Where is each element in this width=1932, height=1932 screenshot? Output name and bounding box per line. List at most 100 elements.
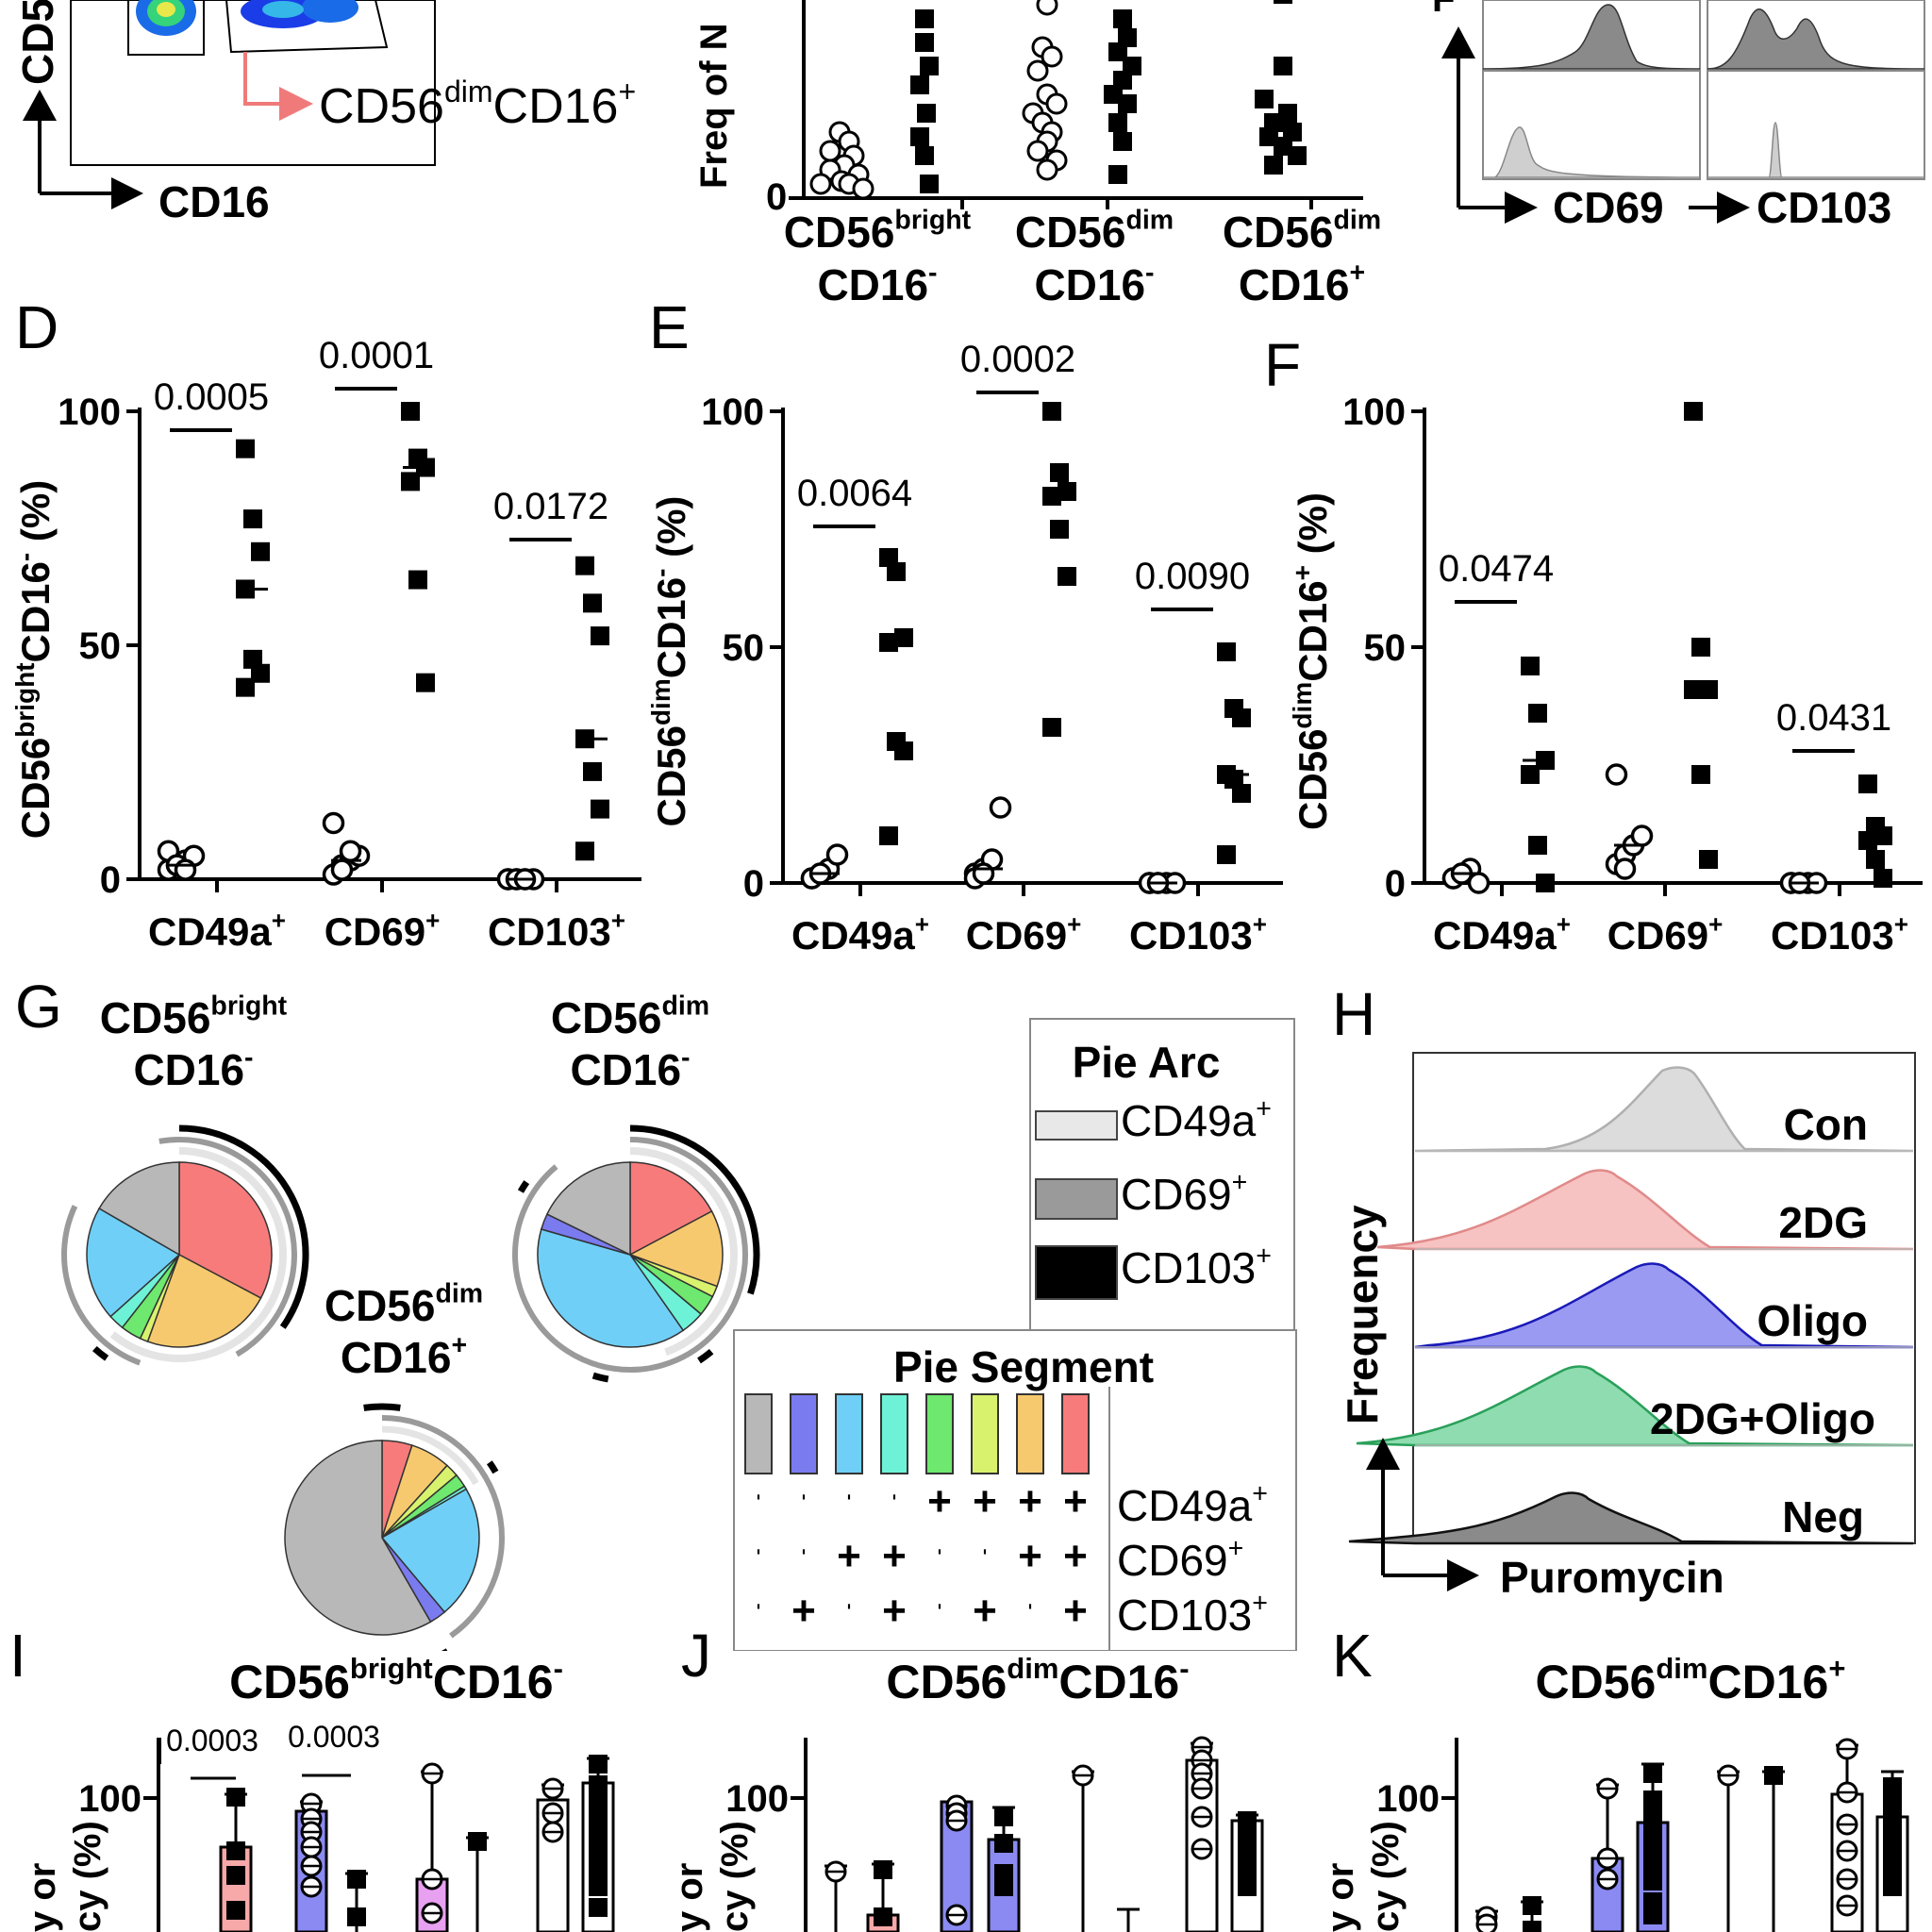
filled-square-point: [1643, 1855, 1662, 1874]
x-axis-label: Puromycin: [1500, 1553, 1724, 1602]
gate-arrow: [243, 52, 283, 106]
x-tick-label: CD103+: [488, 906, 625, 954]
filled-square-point: [408, 570, 427, 590]
sign-mark: +: [1063, 1588, 1088, 1634]
category-label-line2: CD16+: [1239, 258, 1365, 309]
filled-square-point: [1108, 165, 1127, 184]
pie-title-line1: CD56dim: [551, 991, 709, 1042]
x-axis-label-cd103: CD103: [1757, 183, 1891, 232]
y-axis-label: CD56dimCD16+ (%): [1292, 492, 1335, 830]
filled-square-point: [401, 472, 420, 491]
y-tick-label: 100: [58, 391, 121, 433]
pie-arc: [591, 1372, 609, 1383]
open-circle-point: [1045, 92, 1068, 115]
x-axis-label: CD16: [158, 177, 270, 226]
histogram-curve: [1356, 1365, 1914, 1447]
pie-slice: [146, 1253, 262, 1348]
panel-title: CD56dimCD16+: [1536, 1652, 1846, 1708]
x-tick-label: CD49a+: [791, 909, 929, 958]
filled-square-point: [1113, 9, 1132, 28]
legend-swatch: [835, 1393, 863, 1474]
filled-square-point: [1883, 1858, 1902, 1877]
pie-chart: [61, 1124, 309, 1366]
y-tick-label: 100: [725, 1778, 789, 1820]
filled-square-point: [1858, 831, 1877, 850]
filled-square-point: [589, 1898, 608, 1917]
filled-square-point: [1118, 94, 1137, 113]
open-circle-point: [1036, 0, 1058, 16]
filled-square-point: [1643, 1790, 1662, 1809]
pie-arc: [92, 1345, 109, 1361]
category-label-line1: CD56dim: [1015, 206, 1174, 257]
p-value-label: 0.0002: [960, 339, 1075, 380]
filled-square-point: [1238, 1849, 1257, 1868]
filled-square-point: [226, 1788, 245, 1807]
flow-plot-frame: [70, 0, 436, 166]
filled-square-point: [1883, 1777, 1902, 1796]
density-gate-left: [127, 0, 205, 56]
y-axis-label: y or: [22, 1863, 63, 1932]
filled-square-point: [1699, 850, 1718, 869]
filled-square-point: [251, 541, 270, 561]
panel-letter-j: J: [681, 1622, 711, 1690]
sign-mark: +: [1063, 1478, 1088, 1524]
y-axis-label: cy (%): [714, 1821, 756, 1932]
pie-arc: [158, 1137, 297, 1357]
sign-mark: ˈ: [754, 1491, 763, 1522]
filled-square-point: [575, 841, 594, 861]
box: [987, 1838, 1021, 1932]
svg-text:CD56dimCD16+: CD56dimCD16+: [319, 75, 636, 134]
filled-square-point: [1113, 132, 1132, 151]
filled-square-point: [887, 562, 906, 581]
y-axis-label: CD56brightCD16- (%): [10, 480, 58, 839]
legend-label: CD69+: [1121, 1168, 1247, 1219]
pie-arc: [381, 1425, 479, 1486]
panel-d-scatter: 0 50 100 CD56brightCD16- (%) CD49a+ CD69+ CD10…: [10, 335, 641, 954]
filled-square-point: [1883, 1877, 1902, 1896]
y-axis-label: CD5: [13, 0, 62, 85]
filled-square-point: [1255, 90, 1274, 108]
legend-swatch: [744, 1393, 773, 1474]
legend-box: [733, 1329, 1297, 1651]
legend-swatch: [971, 1393, 999, 1474]
y-arrowhead: [1366, 1438, 1400, 1470]
panel-g-pies: CD56brightCD16-CD56dimCD16-CD56dimCD16+P…: [61, 991, 1297, 1651]
open-circle-point: [1613, 858, 1637, 880]
x-tick-label: CD103+: [1771, 909, 1908, 958]
pie-arc: [178, 1124, 309, 1329]
filled-square-point: [416, 673, 435, 692]
sign-mark: +: [927, 1478, 952, 1524]
filled-square-point: [917, 104, 936, 123]
p-value-label: 0.0005: [154, 376, 269, 418]
y-tick-label: 50: [1364, 627, 1407, 669]
filled-square-point: [1521, 765, 1540, 784]
panel-a-flow-plot: CD56dimCD16+ CD16 CD5: [13, 0, 636, 226]
pie-slice: [178, 1161, 273, 1300]
sign-mark: ˈ: [935, 1600, 944, 1631]
histogram-curve: [1414, 1066, 1914, 1153]
filled-square-point: [1643, 1764, 1662, 1783]
sign-mark: ˈ: [754, 1600, 763, 1631]
sign-mark: +: [1063, 1533, 1088, 1579]
p-value-label: 0.0431: [1776, 697, 1891, 739]
filled-square-point: [1108, 113, 1127, 132]
filled-square-point: [236, 677, 255, 697]
filled-square-point: [1042, 718, 1061, 737]
y-axis-label: cy (%): [67, 1821, 108, 1932]
category-label-line1: CD56bright: [784, 206, 972, 257]
sign-mark: +: [973, 1478, 997, 1524]
filled-square-point: [994, 1807, 1013, 1826]
open-circle-point: [1630, 824, 1654, 847]
panel-f-scatter: 0 50 100 CD56dimCD16+ (%) CD49a+ CD69+ CD103+ 0…: [1292, 391, 1923, 958]
density-gate-right: [225, 0, 389, 54]
filled-square-point: [468, 1832, 487, 1851]
x-tick-label: CD103+: [1129, 909, 1267, 958]
x-axis-label-cd69: CD69: [1553, 183, 1664, 232]
open-circle-point: [1605, 763, 1628, 786]
row-label: 2DG+Oligo: [1650, 1394, 1875, 1443]
category-label-line2: CD16-: [1034, 258, 1154, 309]
filled-square-point: [591, 626, 609, 646]
y-tick-label: 0: [743, 863, 764, 905]
filled-square-point: [251, 663, 270, 683]
open-circle-point: [972, 862, 995, 885]
